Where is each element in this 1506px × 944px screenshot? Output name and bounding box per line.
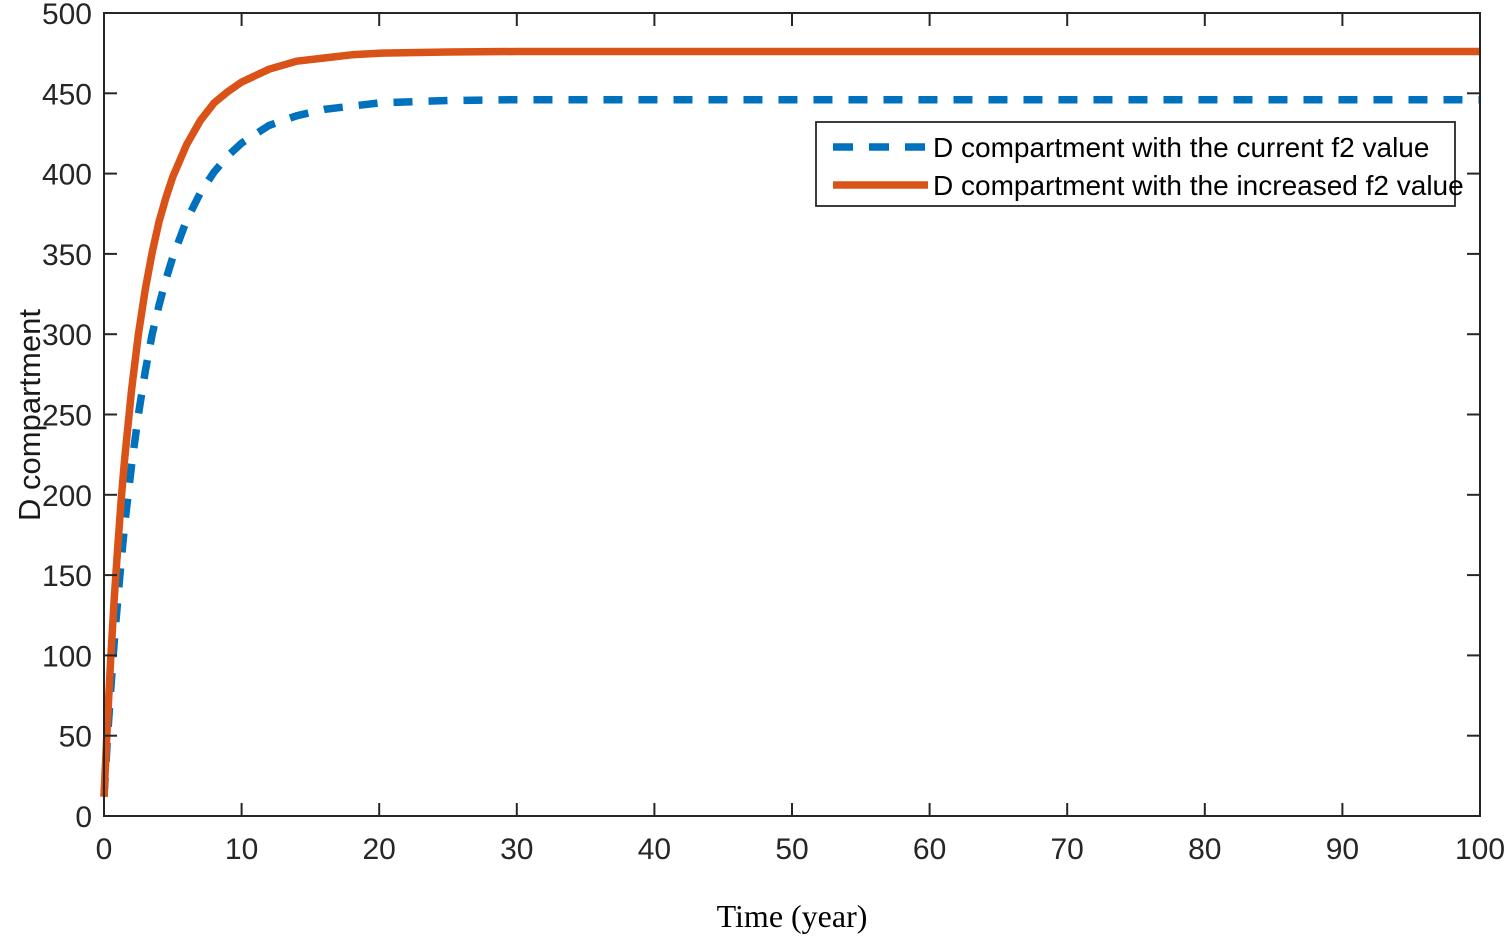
x-tick-label: 70 [1051,833,1084,866]
y-tick-label: 200 [42,480,92,513]
y-tick-label: 250 [42,400,92,433]
x-axis-label: Time (year) [717,898,868,934]
y-tick-label: 300 [42,319,92,352]
y-tick-label: 350 [42,239,92,272]
x-tick-label: 10 [225,833,258,866]
series-line-current-f2 [100,95,1480,797]
x-tick-label: 20 [363,833,396,866]
x-tick-label: 0 [96,833,113,866]
x-tick-label: 40 [638,833,671,866]
axis-tick-labels: 0 10 20 30 40 50 60 70 80 90 100 0 50 100 150 200 250 300… [42,0,1505,866]
x-tick-label: 30 [500,833,533,866]
y-tick-label: 400 [42,159,92,192]
y-axis-label: D compartment [12,309,47,521]
y-tick-label: 0 [75,801,92,834]
x-tick-label: 90 [1326,833,1359,866]
legend: D compartment with the current f2 value … [815,121,1464,207]
y-tick-label: 450 [42,78,92,111]
series-line-increased-f2 [100,47,1480,797]
legend-label-current-f2: D compartment with the current f2 value [933,132,1429,163]
y-tick-label: 500 [42,0,92,31]
plot-border [103,12,1481,817]
x-tick-label: 100 [1455,833,1505,866]
y-tick-label: 50 [59,721,92,754]
x-tick-label: 50 [775,833,808,866]
legend-label-increased-f2: D compartment with the increased f2 valu… [933,170,1464,201]
x-tick-label: 80 [1188,833,1221,866]
data-curves [100,47,1480,797]
y-tick-label: 150 [42,560,92,593]
x-tick-label: 60 [913,833,946,866]
legend-box [815,121,1456,207]
y-tick-label: 100 [42,640,92,673]
